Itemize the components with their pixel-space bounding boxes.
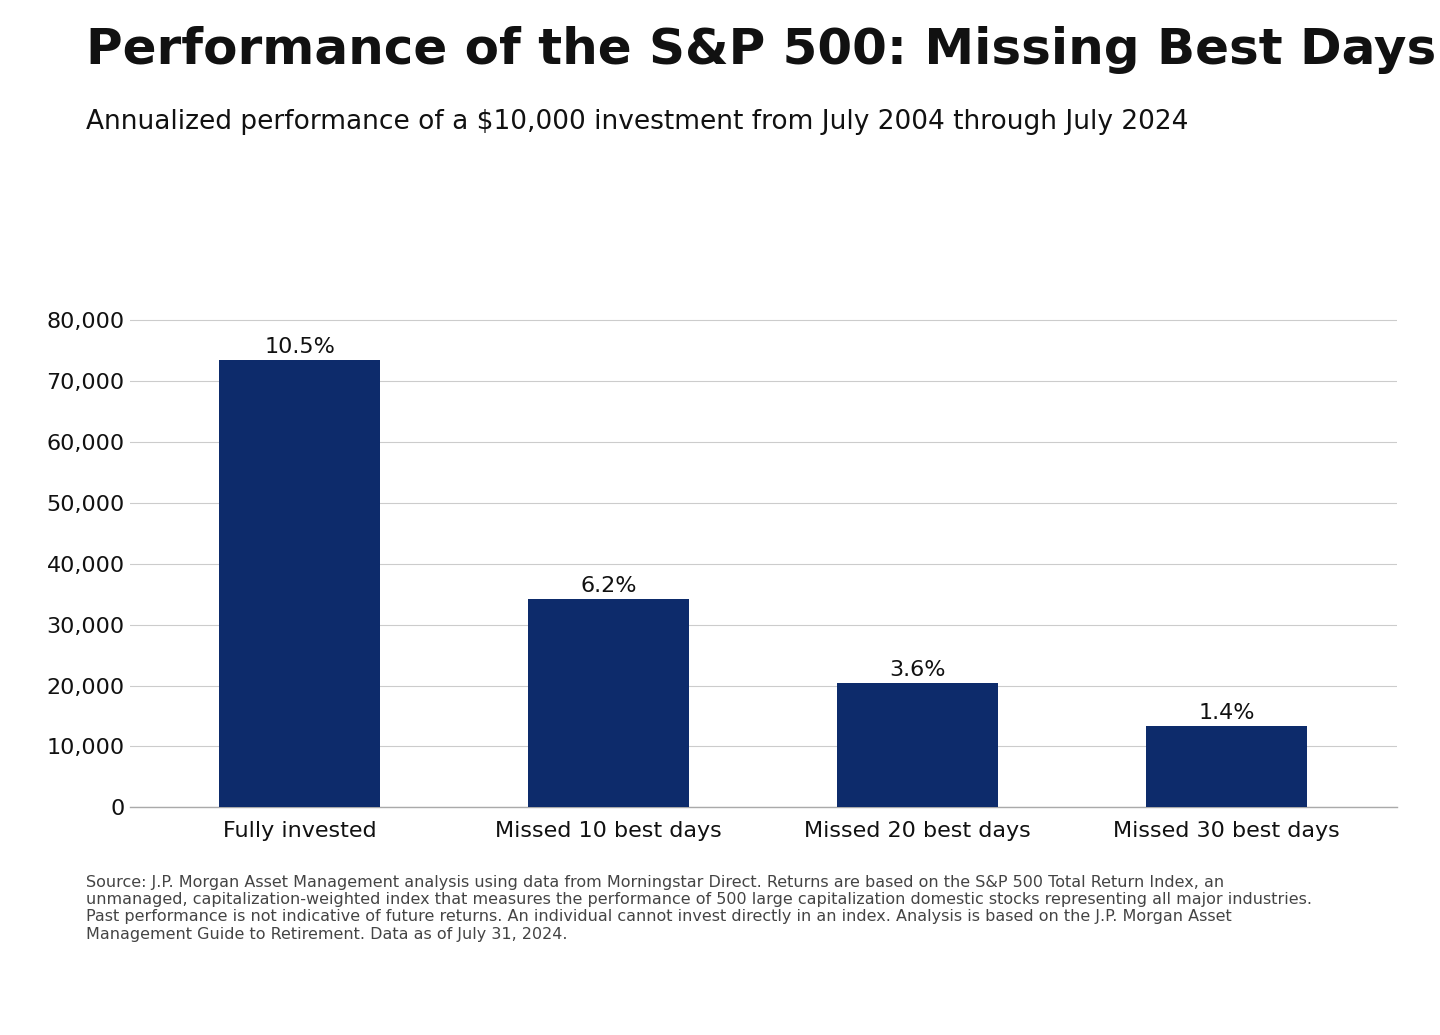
Text: 6.2%: 6.2% [580,575,636,596]
Bar [528,598,688,807]
Text: 10.5%: 10.5% [264,336,336,357]
Text: Performance of the S&P 500: Missing Best Days: Performance of the S&P 500: Missing Best… [86,26,1437,73]
Text: 1.4%: 1.4% [1198,703,1256,722]
Text: Annualized performance of a $10,000 investment from July 2004 through July 2024: Annualized performance of a $10,000 inve… [86,109,1189,135]
Bar [838,683,998,807]
Text: 3.6%: 3.6% [890,659,946,680]
Bar [219,360,380,807]
Bar [1146,726,1308,807]
Text: Source: J.P. Morgan Asset Management analysis using data from Morningstar Direct: Source: J.P. Morgan Asset Management ana… [86,875,1312,942]
